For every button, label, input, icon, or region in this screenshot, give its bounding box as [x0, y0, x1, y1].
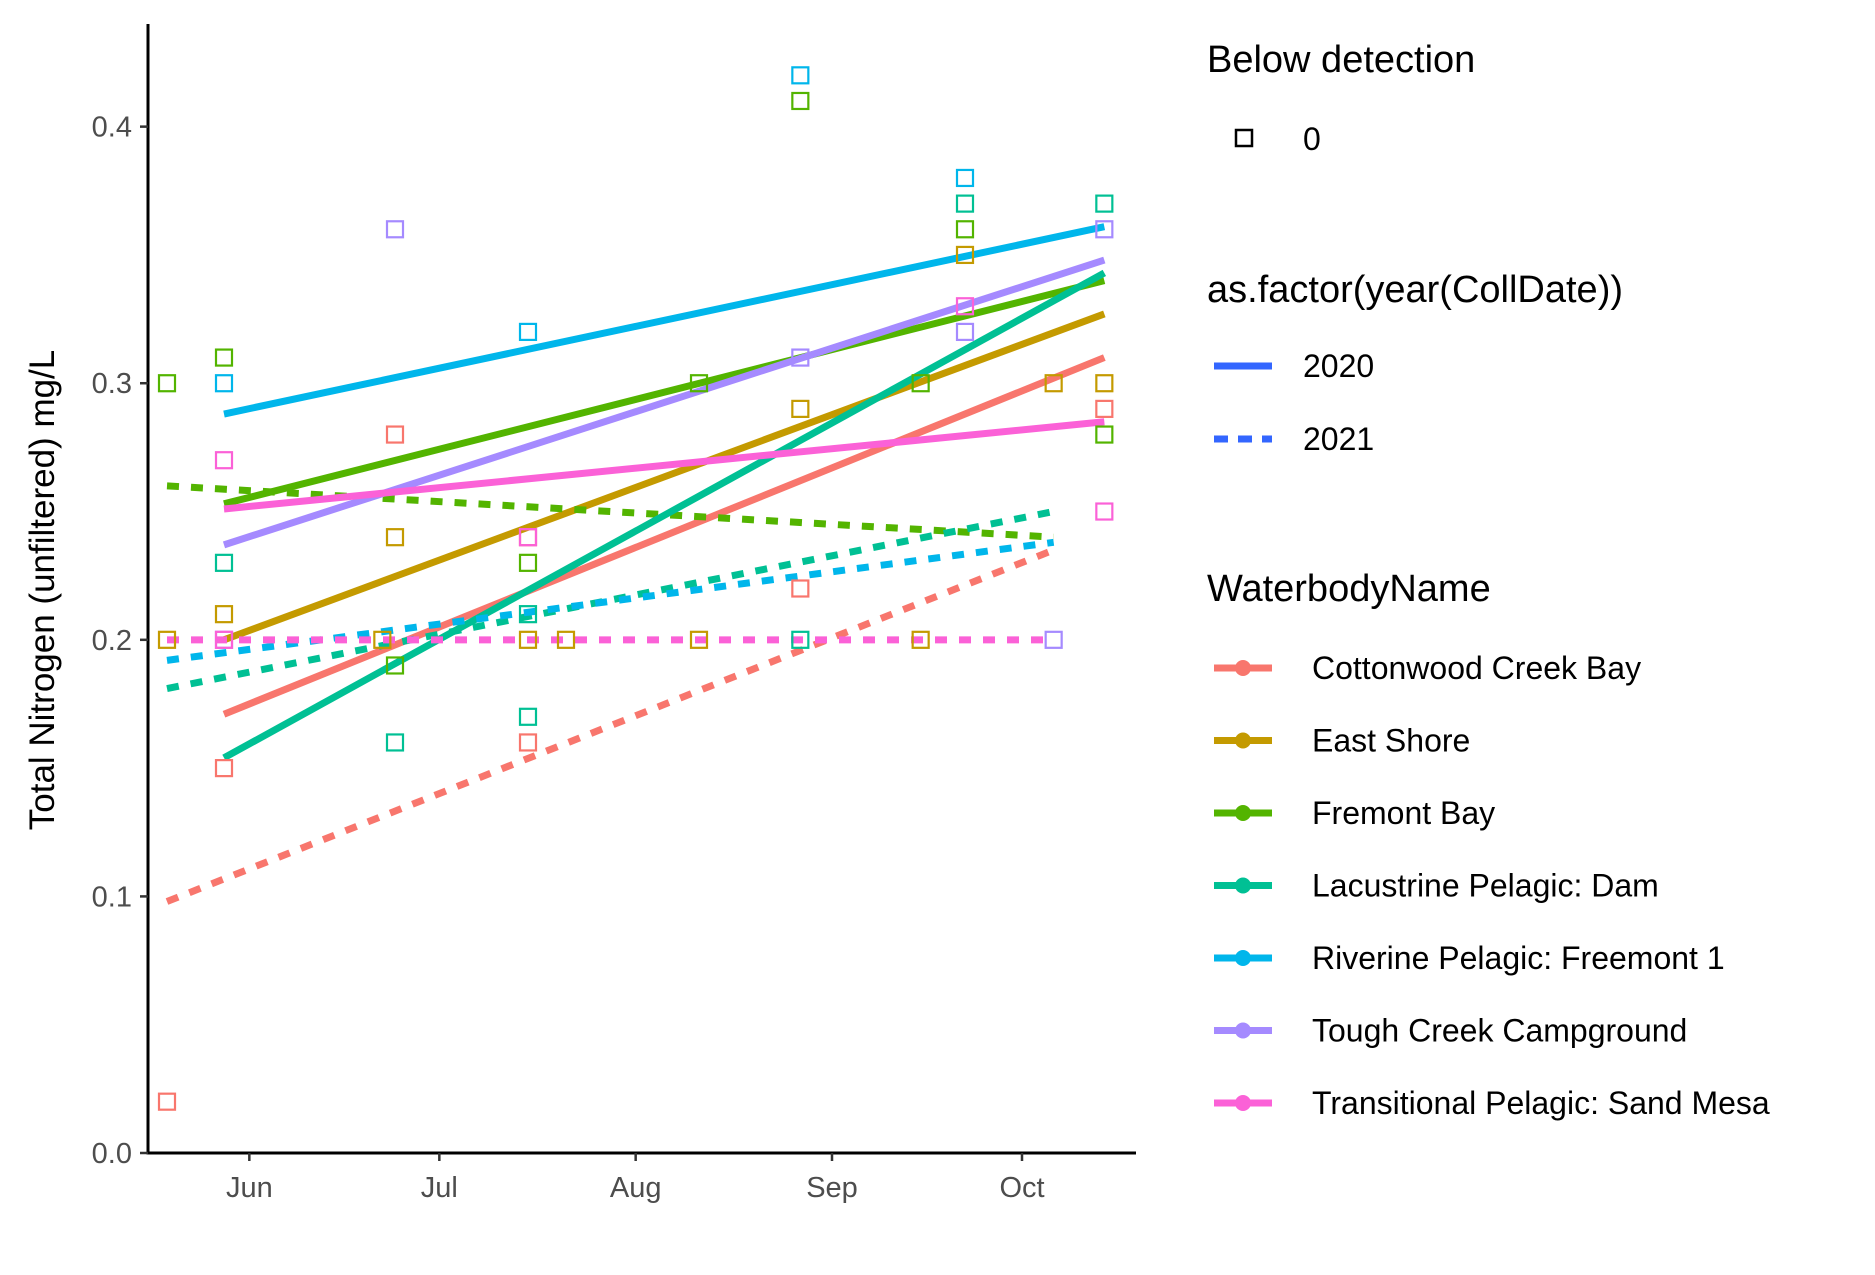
x-tick-label: Jun	[226, 1172, 273, 1204]
legend-key-point	[1235, 805, 1251, 821]
legend-key-point	[1235, 660, 1251, 676]
x-axis-ticks: Jun Jul Aug Sep Oct	[226, 1153, 1045, 1204]
y-tick-label: 0.2	[92, 625, 132, 657]
legend-key-point	[1235, 732, 1251, 749]
data-point	[157, 630, 177, 649]
fit-line-2021	[165, 546, 1055, 905]
data-point	[1044, 630, 1063, 649]
legend-label: Riverine Pelagic: Freemont 1	[1312, 940, 1725, 976]
legend-key-point	[1235, 1095, 1251, 1111]
fit-line-2020	[222, 269, 1107, 761]
x-tick-label: Aug	[610, 1172, 662, 1204]
data-point	[911, 630, 930, 649]
y-tick-label: 0.1	[92, 881, 132, 913]
legend-title-waterbody: WaterbodyName	[1207, 568, 1491, 610]
legend-key-point	[1235, 1022, 1251, 1039]
y-axis-ticks: 0.0 0.1 0.2 0.3 0.4	[92, 112, 148, 1170]
data-point	[518, 707, 538, 726]
data-point	[214, 605, 234, 624]
data-point	[214, 630, 234, 649]
data-point	[1095, 502, 1114, 521]
data-point	[518, 322, 538, 342]
data-point	[556, 630, 576, 649]
data-point	[385, 220, 405, 239]
data-point	[955, 245, 975, 265]
fit-line-2020	[223, 277, 1106, 508]
plot-marks	[157, 66, 1114, 1111]
data-point	[911, 374, 930, 393]
legend-label: 2021	[1303, 421, 1374, 457]
data-point	[214, 553, 234, 572]
fit-line-2021	[166, 508, 1055, 693]
legend-key-point	[1235, 950, 1251, 966]
data-point	[1044, 374, 1063, 393]
data-point	[518, 528, 538, 547]
legend-label: Cottonwood Creek Bay	[1312, 650, 1641, 686]
fit-line-2021	[166, 482, 1054, 541]
legend-label: East Shore	[1312, 723, 1470, 759]
data-point	[385, 656, 405, 675]
legend-title-below-detection: Below detection	[1207, 39, 1475, 81]
data-point	[385, 528, 405, 547]
data-point	[955, 220, 975, 239]
fit-line-2020	[222, 310, 1106, 644]
data-point	[791, 66, 810, 85]
legend-label: Fremont Bay	[1312, 795, 1495, 831]
data-point	[518, 630, 538, 649]
legend-label: 2020	[1303, 348, 1374, 384]
data-point	[214, 348, 234, 367]
legend-label: 0	[1303, 121, 1321, 157]
y-tick-label: 0.4	[92, 112, 132, 144]
data-point	[518, 605, 538, 624]
data-point	[214, 374, 234, 393]
x-tick-label: Oct	[999, 1172, 1044, 1204]
legend-title-year: as.factor(year(CollDate))	[1207, 269, 1623, 311]
legend-key-square	[1234, 128, 1254, 148]
data-point	[791, 579, 810, 598]
fit-line-2020	[222, 354, 1106, 718]
legend-key-point	[1235, 877, 1251, 894]
data-point	[955, 194, 975, 213]
y-tick-label: 0.0	[92, 1138, 132, 1170]
data-point	[157, 1092, 177, 1111]
data-point	[791, 399, 810, 418]
data-point	[1095, 425, 1114, 444]
data-point	[385, 733, 405, 752]
data-point	[1095, 374, 1114, 393]
data-point	[955, 297, 975, 316]
y-tick-label: 0.3	[92, 368, 132, 400]
data-point	[791, 348, 810, 367]
legend-label: Tough Creek Campground	[1312, 1013, 1687, 1049]
x-tick-label: Jul	[421, 1172, 458, 1204]
data-point	[1095, 399, 1114, 418]
data-point	[373, 630, 392, 649]
fit-line-2020	[223, 418, 1105, 513]
data-point	[214, 451, 234, 470]
data-point	[214, 759, 234, 778]
data-point	[955, 322, 975, 342]
data-point	[518, 553, 538, 572]
data-point	[689, 630, 709, 649]
x-tick-label: Sep	[806, 1172, 858, 1204]
data-point	[791, 91, 810, 111]
data-point	[791, 630, 810, 649]
data-point	[689, 374, 709, 393]
legend-label: Lacustrine Pelagic: Dam	[1312, 868, 1659, 904]
data-point	[955, 168, 975, 188]
data-point	[1095, 194, 1114, 213]
data-point	[518, 733, 538, 752]
legend-label: Transitional Pelagic: Sand Mesa	[1312, 1085, 1770, 1121]
legend: Below detection 0 as.factor(year(CollDate)…	[1207, 39, 1770, 1121]
data-point	[385, 425, 405, 444]
data-point	[157, 374, 177, 393]
y-axis-title: Total Nitrogen (unfiltered) mg/L	[23, 350, 62, 831]
data-point	[1095, 220, 1114, 239]
